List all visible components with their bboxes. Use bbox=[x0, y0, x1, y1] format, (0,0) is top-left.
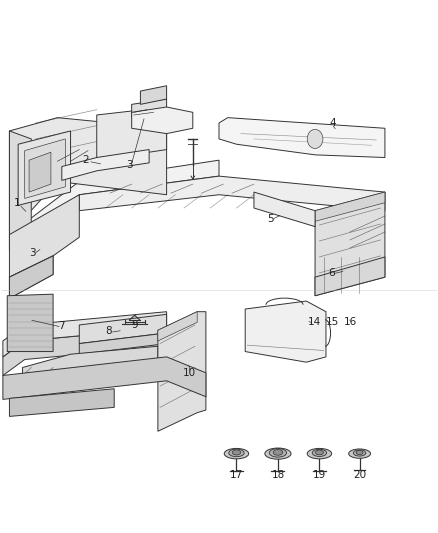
Polygon shape bbox=[10, 118, 166, 235]
Text: 20: 20 bbox=[353, 470, 366, 480]
Polygon shape bbox=[10, 131, 31, 243]
Polygon shape bbox=[7, 294, 53, 352]
Polygon shape bbox=[3, 312, 166, 357]
Text: 10: 10 bbox=[183, 368, 196, 378]
Polygon shape bbox=[315, 192, 385, 296]
Polygon shape bbox=[22, 346, 158, 381]
Ellipse shape bbox=[353, 450, 366, 456]
Ellipse shape bbox=[232, 450, 240, 455]
Polygon shape bbox=[18, 131, 71, 205]
Ellipse shape bbox=[224, 448, 249, 459]
Polygon shape bbox=[315, 257, 385, 296]
Polygon shape bbox=[3, 328, 166, 375]
Text: 6: 6 bbox=[328, 268, 335, 278]
Text: 5: 5 bbox=[267, 214, 274, 224]
Polygon shape bbox=[132, 107, 193, 134]
Text: 18: 18 bbox=[271, 470, 285, 480]
Polygon shape bbox=[10, 256, 53, 298]
Text: 15: 15 bbox=[326, 317, 339, 327]
Polygon shape bbox=[158, 312, 206, 431]
Ellipse shape bbox=[356, 450, 363, 455]
Polygon shape bbox=[62, 150, 149, 180]
Text: 1: 1 bbox=[14, 198, 21, 208]
Polygon shape bbox=[219, 118, 385, 158]
Text: 3: 3 bbox=[126, 160, 133, 171]
Text: 2: 2 bbox=[82, 155, 89, 165]
Polygon shape bbox=[3, 357, 206, 399]
Text: 3: 3 bbox=[29, 248, 35, 258]
Polygon shape bbox=[315, 192, 385, 221]
Polygon shape bbox=[25, 139, 65, 198]
Text: 17: 17 bbox=[230, 470, 243, 480]
Text: 19: 19 bbox=[313, 470, 326, 480]
Ellipse shape bbox=[307, 448, 332, 459]
Text: 7: 7 bbox=[58, 321, 64, 331]
Polygon shape bbox=[158, 312, 197, 341]
Polygon shape bbox=[10, 389, 114, 416]
Polygon shape bbox=[245, 301, 326, 362]
Text: 16: 16 bbox=[343, 317, 357, 327]
Polygon shape bbox=[10, 195, 79, 277]
Polygon shape bbox=[79, 314, 166, 344]
Ellipse shape bbox=[229, 449, 244, 457]
Polygon shape bbox=[97, 107, 166, 160]
Text: 14: 14 bbox=[307, 317, 321, 327]
Ellipse shape bbox=[349, 449, 371, 458]
Text: 4: 4 bbox=[329, 118, 336, 128]
Polygon shape bbox=[141, 86, 166, 104]
Circle shape bbox=[307, 130, 323, 149]
Ellipse shape bbox=[312, 449, 327, 456]
Ellipse shape bbox=[273, 449, 283, 455]
Polygon shape bbox=[29, 152, 51, 192]
Polygon shape bbox=[79, 176, 385, 211]
Polygon shape bbox=[79, 333, 166, 354]
Text: 8: 8 bbox=[106, 326, 112, 336]
Polygon shape bbox=[132, 99, 166, 118]
Polygon shape bbox=[254, 192, 315, 227]
Ellipse shape bbox=[315, 450, 323, 455]
Text: 9: 9 bbox=[132, 320, 138, 330]
Ellipse shape bbox=[269, 449, 286, 457]
Polygon shape bbox=[10, 256, 53, 298]
Polygon shape bbox=[10, 160, 219, 251]
Ellipse shape bbox=[265, 448, 291, 459]
